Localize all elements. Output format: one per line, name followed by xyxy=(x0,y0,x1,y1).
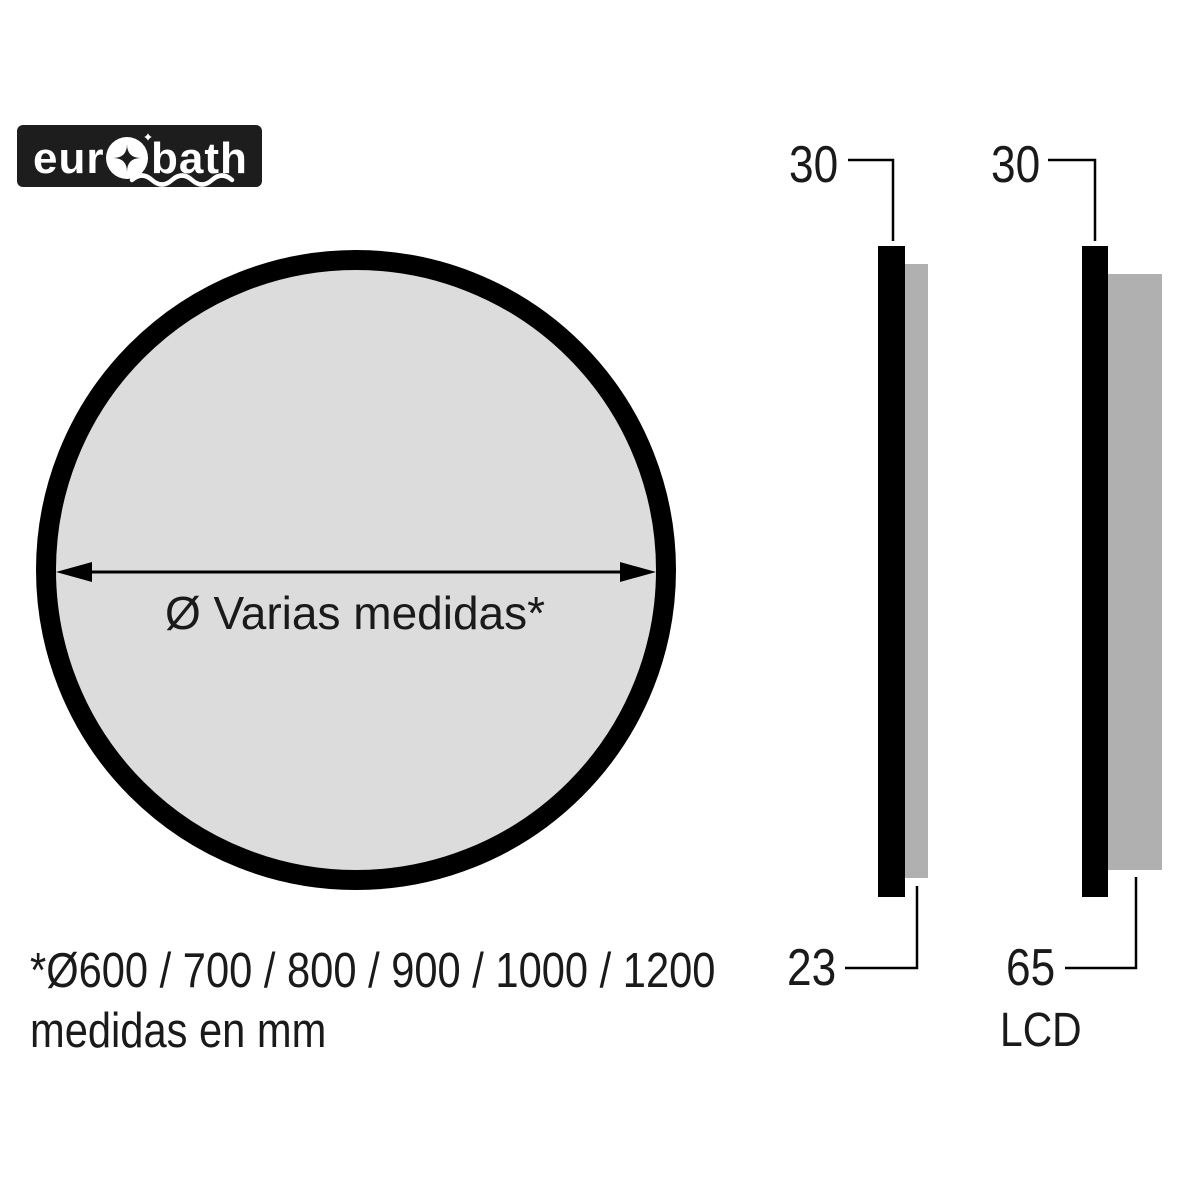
left-profile-frame-bar xyxy=(878,246,905,897)
logo-sparkle-icon xyxy=(138,127,158,147)
lcd-caption: LCD xyxy=(1000,1004,1082,1057)
left-profile-panel-bar xyxy=(905,264,928,878)
logo-text-bath: bath xyxy=(151,134,248,183)
leader-line-23 xyxy=(845,886,919,970)
right-profile-frame-bar xyxy=(1082,246,1108,897)
leader-line-65 xyxy=(1065,877,1138,970)
diameter-arrowhead-right-icon xyxy=(620,562,656,582)
dim-label-frame-right: 30 xyxy=(991,136,1041,194)
right-profile-panel-bar xyxy=(1108,274,1162,870)
leader-line-30-left xyxy=(848,158,895,241)
logo-wave-icon xyxy=(129,173,235,187)
dim-label-panel-left: 23 xyxy=(787,939,837,997)
dim-label-panel-right: 65 xyxy=(1006,939,1056,997)
diameter-label: Ø Varias medidas* xyxy=(164,587,546,639)
dim-label-frame-left: 30 xyxy=(789,136,839,194)
leader-line-30-right xyxy=(1048,158,1097,241)
logo-star-icon xyxy=(113,144,141,172)
footnote-diameters: *Ø600 / 700 / 800 / 900 / 1000 / 1200 xyxy=(30,944,716,998)
diameter-arrowhead-left-icon xyxy=(56,562,92,582)
eurobath-logo: eur bath xyxy=(17,125,262,187)
logo-text-eur: eur xyxy=(33,134,104,183)
footnote-units: medidas en mm xyxy=(30,1004,327,1058)
